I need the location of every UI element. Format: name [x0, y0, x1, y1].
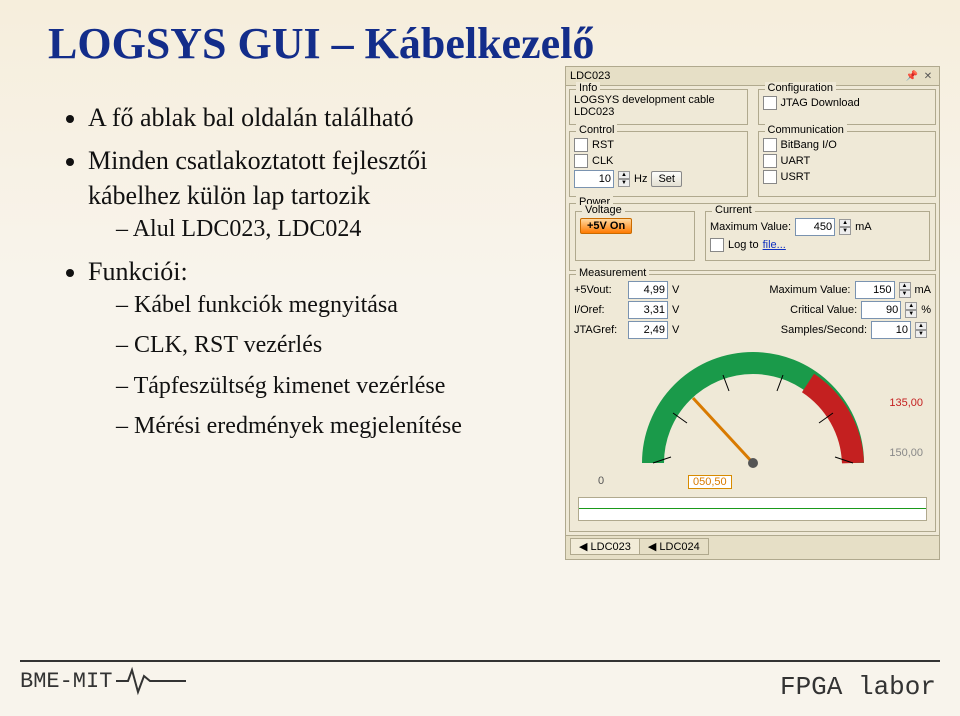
- uart-checkbox[interactable]: [763, 154, 777, 168]
- jtag-checkbox[interactable]: [763, 96, 777, 110]
- r3-right: Samples/Second:: [683, 324, 867, 336]
- ekg-icon: [116, 666, 186, 696]
- voltage-group: Voltage +5V On: [575, 211, 695, 261]
- r1-label: +5Vout:: [574, 284, 624, 296]
- power-group: Power Voltage +5V On Current Maximum Val…: [569, 203, 936, 271]
- footer-right: FPGA labor: [780, 672, 936, 702]
- graph: [578, 497, 927, 521]
- tab-ldc023[interactable]: ◀ LDC023: [570, 538, 640, 555]
- r3-label: JTAGref:: [574, 324, 624, 336]
- bullet-3b: CLK, RST vezérlés: [116, 329, 470, 361]
- bullet-list: A fő ablak bal oldalán található Minden …: [60, 100, 470, 450]
- clk-label: CLK: [592, 155, 613, 167]
- gauge-max-red: 135,00: [889, 393, 923, 413]
- r2-right: Critical Value:: [683, 304, 857, 316]
- bullet-3c: Tápfeszültség kimenet vezérlése: [116, 370, 470, 402]
- comm-group: Communication BitBang I/O UART USRT: [758, 131, 937, 197]
- r3-spin[interactable]: ▲▼: [915, 322, 927, 338]
- panel-tab-title: LDC023: [570, 70, 610, 82]
- info-line2: LDC023: [574, 106, 743, 118]
- set-button[interactable]: Set: [651, 171, 682, 187]
- measurement-legend: Measurement: [576, 267, 649, 279]
- gauge-zero: 0: [598, 475, 604, 487]
- bullet-2: Minden csatlakoztatott fejlesztői kábelh…: [88, 143, 470, 246]
- comm-legend: Communication: [765, 124, 847, 136]
- freq-spin[interactable]: ▲▼: [618, 171, 630, 187]
- bullet-3a: Kábel funkciók megnyitása: [116, 289, 470, 321]
- info-group: Info LOGSYS development cable LDC023: [569, 89, 748, 125]
- voltage-legend: Voltage: [582, 204, 625, 216]
- r1-val: 4,99: [628, 281, 668, 299]
- cable-panel: LDC023 📌 ✕ Info LOGSYS development cable…: [565, 66, 940, 560]
- usrt-label: USRT: [781, 171, 811, 183]
- bullet-3d: Mérési eredmények megjelenítése: [116, 410, 470, 442]
- jtag-label: JTAG Download: [781, 97, 860, 109]
- panel-titlebar: LDC023 📌 ✕: [566, 67, 939, 86]
- config-group: Configuration JTAG Download: [758, 89, 937, 125]
- ma-label: mA: [855, 221, 872, 233]
- tab-ldc024[interactable]: ◀ LDC024: [639, 538, 709, 555]
- footer-rule: [20, 660, 940, 662]
- bottom-tabs: ◀ LDC023 ◀ LDC024: [566, 535, 939, 559]
- gauge: 135,00 150,00 0 050,50: [578, 343, 927, 493]
- bullet-3: Funkciói: Kábel funkciók megnyitása CLK,…: [88, 254, 470, 443]
- current-group: Current Maximum Value: 450 ▲▼ mA Log to …: [705, 211, 930, 261]
- r2-spin[interactable]: ▲▼: [905, 302, 917, 318]
- r1-right: Maximum Value:: [683, 284, 850, 296]
- pin-icon[interactable]: 📌: [905, 69, 919, 83]
- r2-runit: %: [921, 304, 931, 316]
- file-link[interactable]: file...: [763, 239, 786, 251]
- rst-label: RST: [592, 139, 614, 151]
- current-legend: Current: [712, 204, 755, 216]
- footer-left: BME-MIT: [20, 666, 186, 696]
- info-legend: Info: [576, 82, 600, 94]
- r2-unit: V: [672, 304, 679, 316]
- max-current-label: Maximum Value:: [710, 221, 791, 233]
- bitbang-checkbox[interactable]: [763, 138, 777, 152]
- r1-rval[interactable]: 150: [855, 281, 895, 299]
- r2-val: 3,31: [628, 301, 668, 319]
- freq-input[interactable]: 10: [574, 170, 614, 188]
- gauge-mid: 050,50: [688, 475, 732, 489]
- max-current-spin[interactable]: ▲▼: [839, 219, 851, 235]
- clk-checkbox[interactable]: [574, 154, 588, 168]
- gauge-max-grey: 150,00: [889, 443, 923, 463]
- rst-checkbox[interactable]: [574, 138, 588, 152]
- slide-title: LOGSYS GUI – Kábelkezelő: [48, 18, 594, 69]
- uart-label: UART: [781, 155, 811, 167]
- usrt-checkbox[interactable]: [763, 170, 777, 184]
- config-legend: Configuration: [765, 82, 836, 94]
- measurement-group: Measurement +5Vout: 4,99 V Maximum Value…: [569, 274, 936, 532]
- r1-unit: V: [672, 284, 679, 296]
- control-legend: Control: [576, 124, 617, 136]
- r3-unit: V: [672, 324, 679, 336]
- info-line1: LOGSYS development cable: [574, 94, 743, 106]
- 5v-on-button[interactable]: +5V On: [580, 218, 632, 234]
- hz-label: Hz: [634, 173, 647, 185]
- close-icon[interactable]: ✕: [921, 69, 935, 83]
- bullet-2a: Alul LDC023, LDC024: [116, 213, 470, 245]
- control-group: Control RST CLK 10 ▲▼ Hz Set: [569, 131, 748, 197]
- bullet-1: A fő ablak bal oldalán található: [88, 100, 470, 135]
- r3-val: 2,49: [628, 321, 668, 339]
- r2-label: I/Oref:: [574, 304, 624, 316]
- max-current-input[interactable]: 450: [795, 218, 835, 236]
- log-label: Log to: [728, 239, 759, 251]
- r3-rval[interactable]: 10: [871, 321, 911, 339]
- r1-runit: mA: [915, 284, 932, 296]
- r1-spin[interactable]: ▲▼: [899, 282, 911, 298]
- r2-rval[interactable]: 90: [861, 301, 901, 319]
- log-checkbox[interactable]: [710, 238, 724, 252]
- bitbang-label: BitBang I/O: [781, 139, 837, 151]
